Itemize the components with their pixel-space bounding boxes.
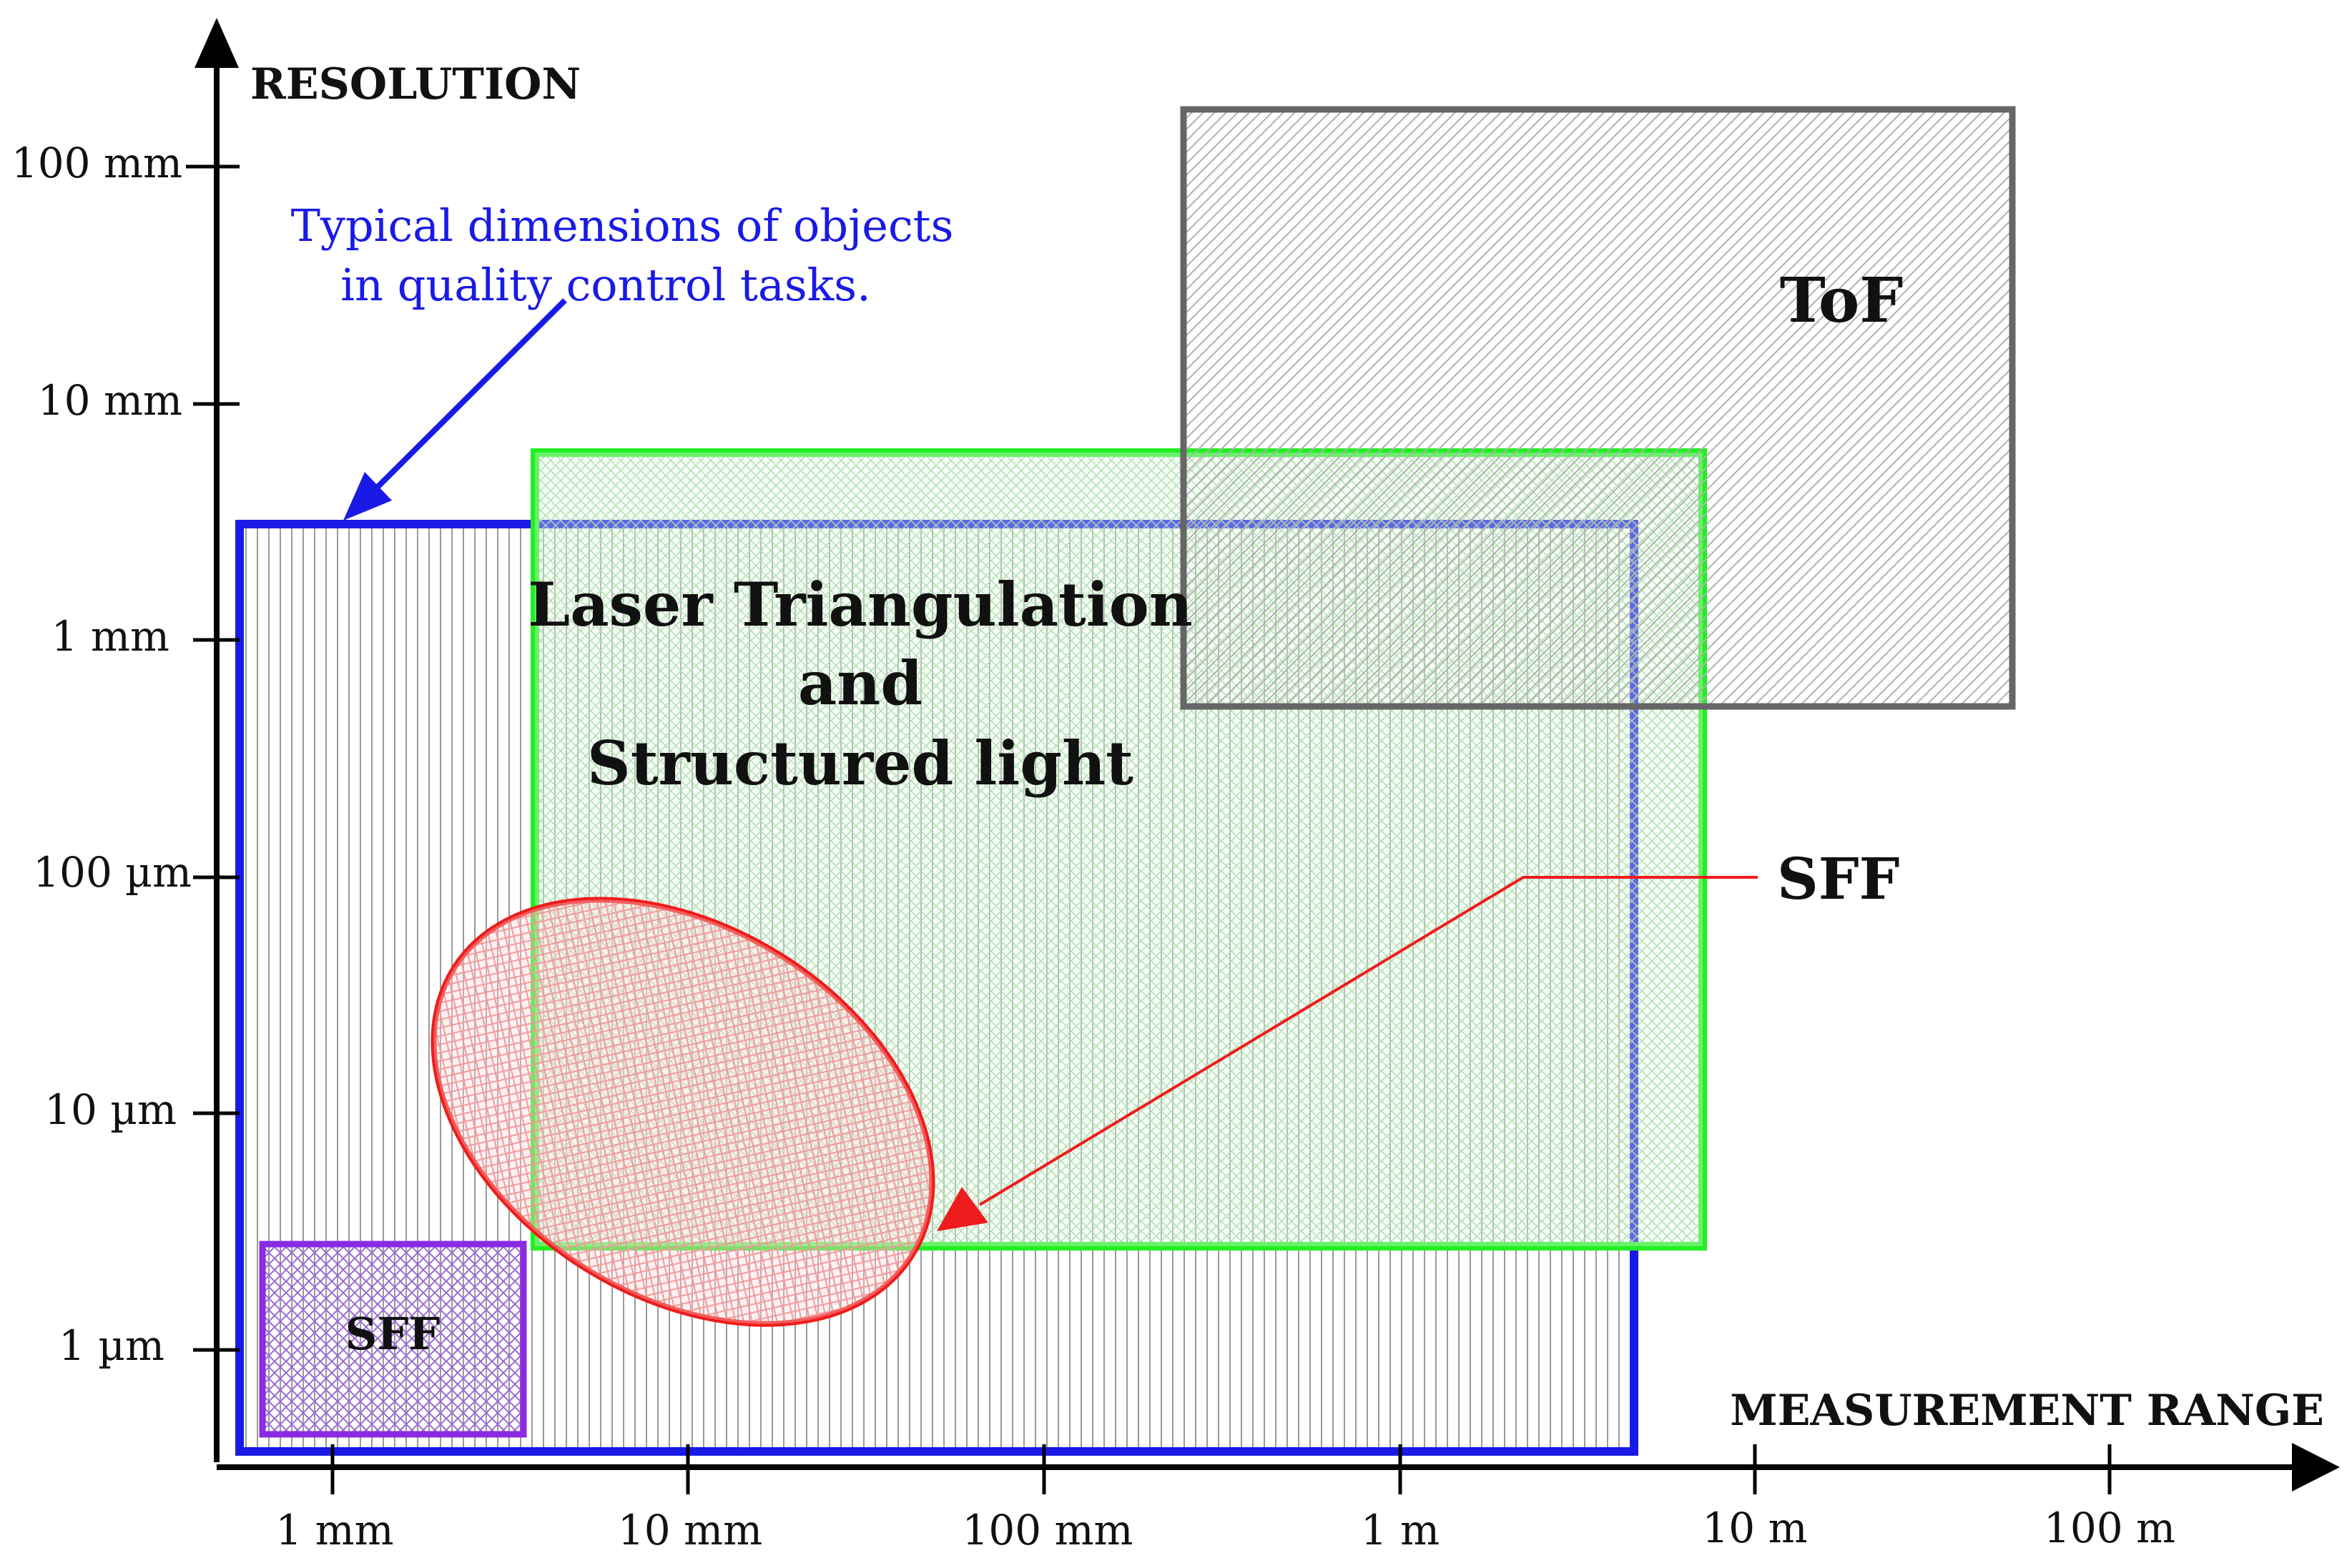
sff-small-region	[259, 1241, 527, 1438]
x-tick-label: 100 mm	[962, 1506, 1133, 1554]
y-tick-label: 10 µm	[44, 1085, 177, 1134]
annotation-arrowhead	[343, 472, 392, 521]
x-tick-label: 1 mm	[275, 1506, 393, 1554]
x-axis-arrowhead	[2292, 1443, 2340, 1491]
sff-callout-label: SFF	[1777, 845, 1899, 912]
y-tick-labels: 100 mm 10 mm 1 mm 100 µm 10 µm 1 µm	[11, 139, 192, 1370]
y-axis-title: RESOLUTION	[250, 59, 581, 109]
x-tick-label: 1 m	[1361, 1506, 1440, 1554]
x-tick-label: 10 mm	[618, 1506, 762, 1554]
y-tick-label: 100 µm	[33, 848, 192, 897]
sff-callout-arrowhead	[937, 1187, 988, 1231]
annotation-line-2: in quality control tasks.	[340, 259, 871, 311]
laser-label-line-3: Structured light	[587, 728, 1133, 799]
annotation-arrow	[350, 298, 567, 515]
y-axis-arrowhead	[195, 18, 239, 68]
sff-callout-leader	[978, 876, 1758, 1206]
x-tick-label: 10 m	[1702, 1504, 1807, 1552]
laser-label-line-1: Laser Triangulation	[528, 569, 1193, 640]
x-axis-title: MEASUREMENT RANGE	[1730, 1386, 2324, 1436]
sff-small-label: SFF	[345, 1308, 441, 1360]
sff-ellipse-region	[430, 897, 935, 1327]
y-tick-label: 10 mm	[38, 376, 182, 425]
x-axis-ticks	[330, 1444, 2112, 1494]
annotation-line-1: Typical dimensions of objects	[291, 199, 954, 252]
laser-label-line-2: and	[798, 648, 922, 719]
tof-region	[1180, 106, 2016, 710]
sff-ellipse-tint	[433, 899, 933, 1324]
y-axis-ticks	[186, 164, 240, 1352]
y-tick-label: 100 mm	[11, 139, 182, 187]
y-tick-label: 1 µm	[59, 1321, 164, 1370]
y-tick-label: 1 mm	[51, 612, 169, 661]
x-tick-labels: 1 mm 10 mm 100 mm 1 m 10 m 100 m	[275, 1504, 2175, 1554]
tof-label: ToF	[1780, 265, 1904, 337]
x-tick-label: 100 m	[2044, 1504, 2175, 1552]
